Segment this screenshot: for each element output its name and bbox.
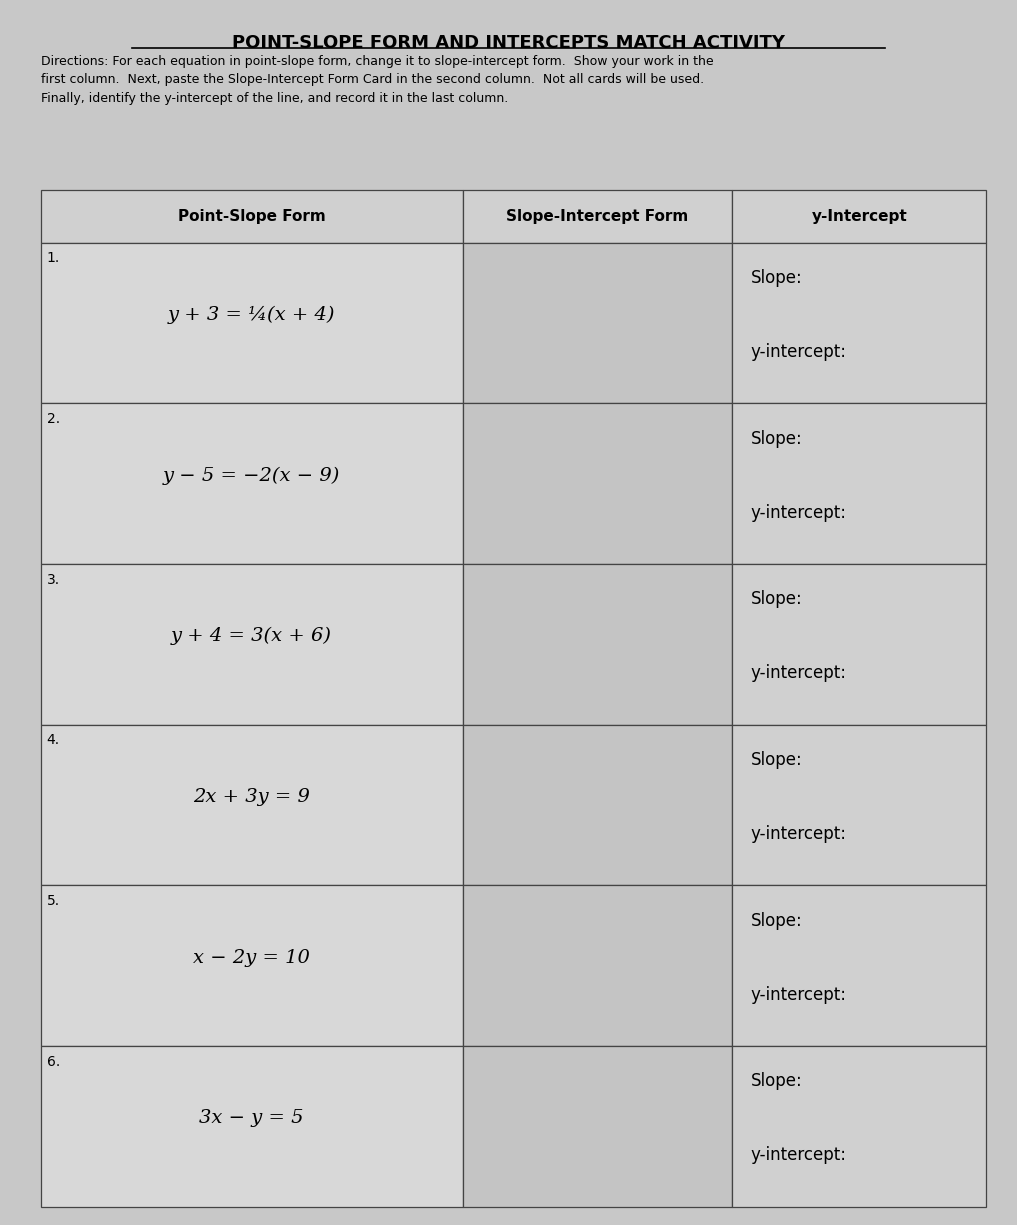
Text: Slope:: Slope: xyxy=(751,911,802,930)
Text: Slope:: Slope: xyxy=(751,270,802,287)
Text: 5.: 5. xyxy=(47,894,60,908)
Text: 3.: 3. xyxy=(47,572,60,587)
Text: 2x + 3y = 9: 2x + 3y = 9 xyxy=(193,788,310,806)
Text: 1.: 1. xyxy=(47,251,60,266)
Text: Slope:: Slope: xyxy=(751,751,802,769)
Text: y-intercept:: y-intercept: xyxy=(751,503,846,522)
Text: Slope:: Slope: xyxy=(751,430,802,447)
Text: Slope:: Slope: xyxy=(751,590,802,609)
Text: y-Intercept: y-Intercept xyxy=(812,208,907,224)
Text: POINT-SLOPE FORM AND INTERCEPTS MATCH ACTIVITY: POINT-SLOPE FORM AND INTERCEPTS MATCH AC… xyxy=(232,34,785,53)
Text: 3x − y = 5: 3x − y = 5 xyxy=(199,1110,304,1127)
Text: 2.: 2. xyxy=(47,412,60,426)
Text: Directions: For each equation in point-slope form, change it to slope-intercept : Directions: For each equation in point-s… xyxy=(41,55,713,69)
Text: y-intercept:: y-intercept: xyxy=(751,1147,846,1164)
Text: 6.: 6. xyxy=(47,1055,60,1068)
Text: Point-Slope Form: Point-Slope Form xyxy=(178,208,325,224)
Text: x − 2y = 10: x − 2y = 10 xyxy=(193,948,310,967)
Text: Slope-Intercept Form: Slope-Intercept Form xyxy=(506,208,689,224)
Text: y-intercept:: y-intercept: xyxy=(751,343,846,361)
Text: y-intercept:: y-intercept: xyxy=(751,664,846,682)
Text: y-intercept:: y-intercept: xyxy=(751,986,846,1003)
Text: Slope:: Slope: xyxy=(751,1072,802,1090)
Text: y + 3 = ¼(x + 4): y + 3 = ¼(x + 4) xyxy=(168,306,336,325)
Text: Finally, identify the y-intercept of the line, and record it in the last column.: Finally, identify the y-intercept of the… xyxy=(41,92,507,105)
Text: 4.: 4. xyxy=(47,734,60,747)
Text: first column.  Next, paste the Slope-Intercept Form Card in the second column.  : first column. Next, paste the Slope-Inte… xyxy=(41,74,704,87)
Text: y + 4 = 3(x + 6): y + 4 = 3(x + 6) xyxy=(171,627,333,646)
Text: y − 5 = −2(x − 9): y − 5 = −2(x − 9) xyxy=(163,467,341,485)
Text: y-intercept:: y-intercept: xyxy=(751,824,846,843)
